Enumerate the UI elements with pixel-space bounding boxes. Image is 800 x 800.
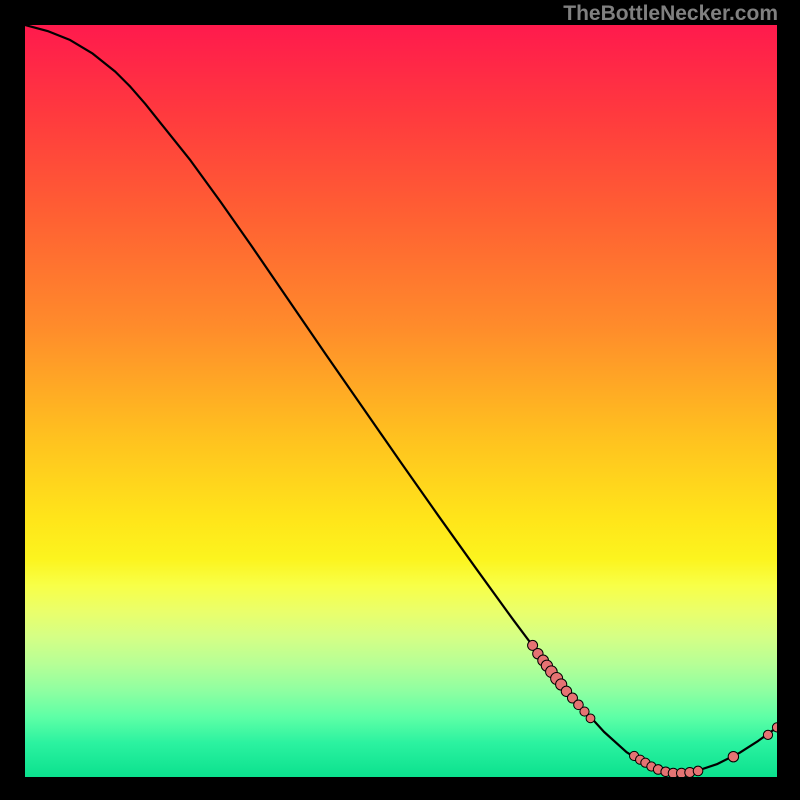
data-point-marker — [728, 752, 738, 762]
data-point-marker — [693, 766, 703, 776]
chart-background — [25, 25, 777, 777]
data-point-marker — [772, 723, 777, 732]
data-point-marker — [586, 714, 595, 723]
chart-stage: TheBottleNecker.com — [0, 0, 800, 800]
data-point-marker — [763, 730, 772, 739]
marker-cluster — [728, 752, 738, 762]
watermark-text: TheBottleNecker.com — [563, 2, 778, 26]
bottleneck-chart — [25, 25, 777, 777]
